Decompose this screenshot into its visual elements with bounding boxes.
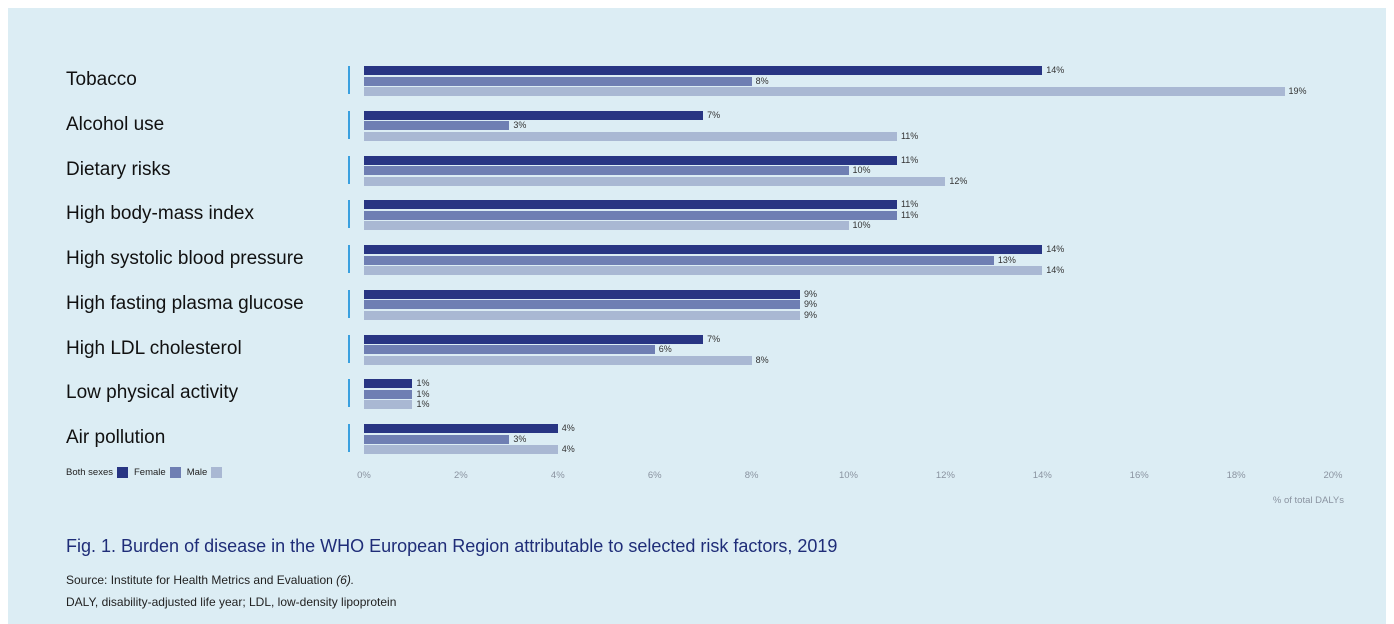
category-label-high-ldl-cholesterol: High LDL cholesterol [66,337,242,359]
source-reference: (6). [336,573,355,587]
category-separator [348,379,350,408]
category-separator [348,110,350,139]
category-separator [348,334,350,363]
data-label-high-ldl-cholesterol-both-sexes: 7% [707,333,721,344]
bar-alcohol-use-male [364,131,897,141]
category-label-high-fasting-plasma-glucose: High fasting plasma glucose [66,292,304,314]
data-label-low-physical-activity-both-sexes: 1% [416,378,430,389]
legend-label-female: Female [134,467,166,478]
x-tick-label: 10% [838,470,859,481]
data-label-low-physical-activity-female: 1% [416,388,430,399]
data-label-high-systolic-blood-pressure-male: 14% [1046,265,1065,275]
bar-high-body-mass-index-both-sexes [364,200,897,210]
data-label-high-ldl-cholesterol-male: 8% [755,354,769,365]
data-label-air-pollution-female: 3% [513,433,527,444]
data-label-tobacco-both-sexes: 14% [1046,65,1065,75]
bar-high-systolic-blood-pressure-both-sexes [364,245,1043,254]
bar-alcohol-use-female [364,121,510,131]
x-tick-label: 6% [647,470,662,481]
x-tick-label: 12% [935,470,955,481]
bar-dietary-risks-male [364,176,946,186]
bar-high-fasting-plasma-glucose-female [364,300,801,310]
data-label-alcohol-use-female: 3% [513,120,527,131]
category-label-high-systolic-blood-pressure: High systolic blood pressure [66,248,304,269]
legend-swatch-female [169,467,181,478]
legend: Both sexes Female Male [66,467,228,478]
data-label-dietary-risks-male: 12% [949,175,968,186]
data-label-high-systolic-blood-pressure-both-sexes: 14% [1046,244,1065,254]
x-tick-label: 16% [1129,470,1149,481]
data-label-tobacco-male: 19% [1288,86,1307,96]
bar-tobacco-both-sexes [364,66,1043,75]
figure-caption: Fig. 1. Burden of disease in the WHO Eur… [66,536,838,556]
bar-high-body-mass-index-male [364,221,849,231]
legend-label-both-sexes: Both sexes [66,467,113,478]
x-tick-label: 18% [1226,470,1246,481]
category-label-low-physical-activity: Low physical activity [66,382,239,404]
bar-dietary-risks-both-sexes [364,155,897,165]
bar-tobacco-female [364,76,752,86]
source-text: Source: Institute for Health Metrics and… [66,573,333,587]
data-label-air-pollution-male: 4% [561,444,575,454]
x-tick-label: 4% [550,470,565,481]
x-axis-label: % of total DALYs [1272,495,1344,506]
x-tick-label: 0% [357,470,371,481]
data-label-high-fasting-plasma-glucose-male: 9% [804,309,818,320]
x-tick-label: 2% [454,470,468,481]
x-tick-label: 8% [744,470,759,481]
data-label-high-body-mass-index-female: 11% [900,209,919,220]
bar-high-body-mass-index-female [364,210,897,220]
category-separator [348,245,350,273]
data-label-tobacco-female: 8% [755,75,769,86]
data-label-high-fasting-plasma-glucose-both-sexes: 9% [804,288,818,299]
category-separator [348,66,350,94]
bar-high-ldl-cholesterol-both-sexes [364,334,704,344]
category-separator [348,200,350,229]
source-note: Source: Institute for Health Metrics and… [66,573,354,587]
bar-high-ldl-cholesterol-female [364,345,655,354]
bar-high-systolic-blood-pressure-male [364,266,1043,275]
bar-high-fasting-plasma-glucose-male [364,310,801,320]
bar-low-physical-activity-female [364,389,413,399]
data-label-dietary-risks-female: 10% [852,165,871,175]
bar-air-pollution-both-sexes [364,424,558,433]
bar-tobacco-male [364,87,1285,96]
bar-high-fasting-plasma-glucose-both-sexes [364,289,801,299]
category-label-air-pollution: Air pollution [66,427,166,448]
bar-air-pollution-male [364,445,558,454]
category-label-dietary-risks: Dietary risks [66,158,171,180]
legend-label-male: Male [186,467,208,478]
category-separator [348,155,350,184]
x-tick-label: 14% [1032,470,1052,481]
data-label-low-physical-activity-male: 1% [416,399,430,410]
data-label-alcohol-use-both-sexes: 7% [707,109,721,120]
data-label-high-systolic-blood-pressure-female: 13% [997,254,1016,265]
bar-high-ldl-cholesterol-male [364,355,752,365]
data-label-high-body-mass-index-male: 10% [852,220,871,231]
category-label-alcohol-use: Alcohol use [66,113,165,135]
data-label-dietary-risks-both-sexes: 11% [900,154,919,165]
data-label-alcohol-use-male: 11% [900,130,919,141]
bar-air-pollution-female [364,434,510,444]
category-separator [348,289,350,318]
bar-low-physical-activity-male [364,400,413,410]
legend-swatch-male [211,467,223,478]
bar-high-systolic-blood-pressure-female [364,255,994,265]
data-label-high-fasting-plasma-glucose-female: 9% [804,299,818,310]
abbreviations-note: DALY, disability-adjusted life year; LDL… [66,595,397,609]
legend-item-both-sexes: Both sexes [66,467,128,478]
legend-item-female: Female [134,467,181,478]
bar-alcohol-use-both-sexes [364,110,704,120]
data-label-air-pollution-both-sexes: 4% [561,423,575,433]
legend-item-male: Male [187,467,223,478]
bar-low-physical-activity-both-sexes [364,379,413,389]
legend-swatch-both-sexes [117,467,128,478]
bar-dietary-risks-female [364,166,849,175]
x-tick-label: 20% [1323,470,1343,481]
data-label-high-ldl-cholesterol-female: 6% [658,344,672,354]
category-separator [348,424,350,452]
category-label-high-body-mass-index: High body-mass index [66,203,254,225]
category-label-tobacco: Tobacco [66,69,137,90]
data-label-high-body-mass-index-both-sexes: 11% [900,199,919,210]
